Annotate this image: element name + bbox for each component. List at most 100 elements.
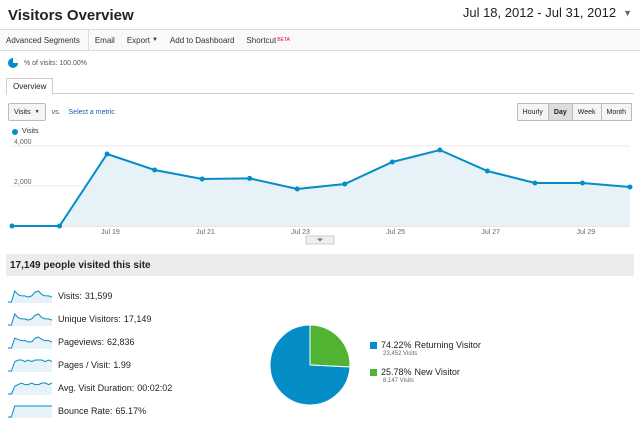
sparkline-line — [8, 405, 52, 417]
legend-dot-icon — [12, 128, 18, 135]
chart-legend: Visits — [12, 128, 39, 135]
sparkline-line — [8, 312, 52, 325]
export-label: Export — [126, 35, 150, 45]
pie-legend-pct: 74.22% — [381, 340, 412, 350]
visits-line-chart: 4,000 2,000 Jul 19 Jul 21 Jul 23 Jul 25 Jul 27… — [9, 139, 633, 245]
sparkline-icon — [8, 335, 52, 349]
hourly-button[interactable]: Hourly — [516, 103, 549, 121]
visitor-type-pie-chart — [269, 324, 351, 406]
y-tick-label: 4,000 — [14, 139, 32, 146]
tab-overview[interactable]: Overview — [6, 78, 54, 95]
metric-label: Unique Visitors: — [58, 313, 121, 324]
metrics-list: Visits: 31,599 Unique Visitors: 17,149 Pagev… — [8, 284, 172, 422]
metric-row[interactable]: Avg. Visit Duration: 00:02:02 — [8, 376, 172, 399]
chart-controls: Visits ▼ vs. Select a metric — [8, 103, 115, 121]
metric-label: Visits: — [58, 290, 82, 301]
month-button[interactable]: Month — [600, 103, 632, 121]
shortcut-label: Shortcut — [246, 35, 277, 45]
data-point[interactable] — [294, 186, 300, 192]
toolbar: Advanced Segments Email Export ▼ Add to … — [0, 29, 640, 51]
data-point[interactable] — [389, 159, 395, 165]
shortcut-button[interactable]: Shortcut BETA — [240, 30, 296, 50]
add-to-dashboard-button[interactable]: Add to Dashboard — [164, 30, 241, 50]
data-point[interactable] — [484, 168, 490, 174]
metric-value: 17,149 — [123, 313, 152, 324]
metric-row[interactable]: Pages / Visit: 1.99 — [8, 353, 172, 376]
sparkline-line — [8, 289, 52, 302]
data-point[interactable] — [199, 176, 205, 182]
pie-slice[interactable] — [309, 324, 351, 368]
metric-label: Bounce Rate: — [58, 405, 113, 416]
metric-value: 00:02:02 — [137, 382, 173, 393]
chevron-down-icon: ▼ — [34, 109, 40, 115]
series-area — [12, 150, 630, 226]
pie-legend-sub: 23,452 Visits — [383, 351, 418, 357]
email-button[interactable]: Email — [89, 30, 121, 50]
sparkline-icon — [8, 312, 52, 326]
pie-legend-pct: 25.78% — [381, 367, 412, 377]
data-point[interactable] — [579, 180, 585, 186]
x-tick-label: Jul 25 — [386, 229, 405, 236]
data-point[interactable] — [532, 180, 538, 186]
sparkline-icon — [8, 358, 52, 372]
x-tick-label: Jul 23 — [291, 229, 310, 236]
x-tick-label: Jul 27 — [481, 229, 500, 236]
legend-swatch-icon — [370, 341, 377, 349]
pie-segment-icon — [8, 58, 18, 68]
metric-select[interactable]: Visits ▼ — [8, 103, 46, 121]
y-tick-label: 2,000 — [14, 179, 32, 186]
metric-value: 31,599 — [84, 290, 113, 301]
metric-label: Pageviews: — [58, 336, 105, 347]
pie-legend-item: 25.78% New Visitor 8,147 Visits — [370, 367, 481, 384]
week-button[interactable]: Week — [571, 103, 602, 121]
tab-bar: Overview — [6, 78, 634, 95]
chevron-down-icon — [317, 238, 323, 242]
pie-slice[interactable] — [269, 324, 351, 406]
data-point[interactable] — [342, 181, 348, 187]
data-point[interactable] — [57, 223, 63, 229]
data-point[interactable] — [247, 175, 253, 181]
data-point[interactable] — [104, 151, 110, 157]
metric-row[interactable]: Pageviews: 62,836 — [8, 330, 172, 353]
segment-label: % of visits: 100.00% — [24, 59, 88, 67]
summary-bar: 17,149 people visited this site — [6, 254, 634, 276]
sparkline-icon — [8, 405, 52, 418]
data-point[interactable] — [627, 184, 633, 190]
beta-badge: BETA — [277, 37, 290, 43]
sparkline-area — [8, 359, 52, 372]
metric-row[interactable]: Visits: 31,599 — [8, 284, 172, 307]
granularity-buttons: Hourly Day Week Month — [516, 103, 632, 121]
summary-headline: 17,149 people visited this site — [10, 259, 151, 271]
advanced-segments-button[interactable]: Advanced Segments — [0, 30, 89, 50]
x-tick-label: Jul 21 — [196, 229, 215, 236]
segment-row: % of visits: 100.00% — [8, 58, 87, 68]
sparkline-line — [8, 335, 52, 348]
x-tick-label: Jul 19 — [101, 229, 120, 236]
export-button[interactable]: Export ▼ — [121, 30, 164, 50]
x-tick-label: Jul 29 — [576, 229, 595, 236]
header: Visitors Overview Jul 18, 2012 - Jul 31,… — [0, 0, 640, 30]
sparkline-line — [8, 381, 52, 394]
legend-label: Visits — [22, 128, 39, 135]
metric-value: 62,836 — [107, 336, 135, 347]
data-point[interactable] — [437, 147, 443, 153]
sparkline-icon — [8, 381, 52, 395]
pie-legend: 74.22% Returning Visitor 23,452 Visits 25.7… — [370, 340, 481, 394]
day-button[interactable]: Day — [547, 103, 573, 121]
metric-row[interactable]: Bounce Rate: 65.17% — [8, 399, 172, 422]
chevron-down-icon: ▼ — [623, 7, 632, 18]
vs-label: vs. — [51, 108, 61, 116]
email-label: Email — [94, 35, 115, 45]
data-point[interactable] — [152, 167, 158, 173]
select-metric-link[interactable]: Select a metric — [68, 108, 115, 116]
page-title: Visitors Overview — [8, 7, 134, 24]
sparkline-line — [8, 358, 52, 371]
advanced-segments-label: Advanced Segments — [6, 35, 80, 45]
metric-value: 1.99 — [113, 359, 131, 370]
metric-value: 65.17% — [115, 405, 147, 416]
pie-legend-sub: 8,147 Visits — [383, 378, 414, 384]
pie-legend-item: 74.22% Returning Visitor 23,452 Visits — [370, 340, 481, 357]
data-point[interactable] — [9, 223, 15, 229]
date-range-picker[interactable]: Jul 18, 2012 - Jul 31, 2012 ▼ — [463, 5, 632, 20]
metric-row[interactable]: Unique Visitors: 17,149 — [8, 307, 172, 330]
